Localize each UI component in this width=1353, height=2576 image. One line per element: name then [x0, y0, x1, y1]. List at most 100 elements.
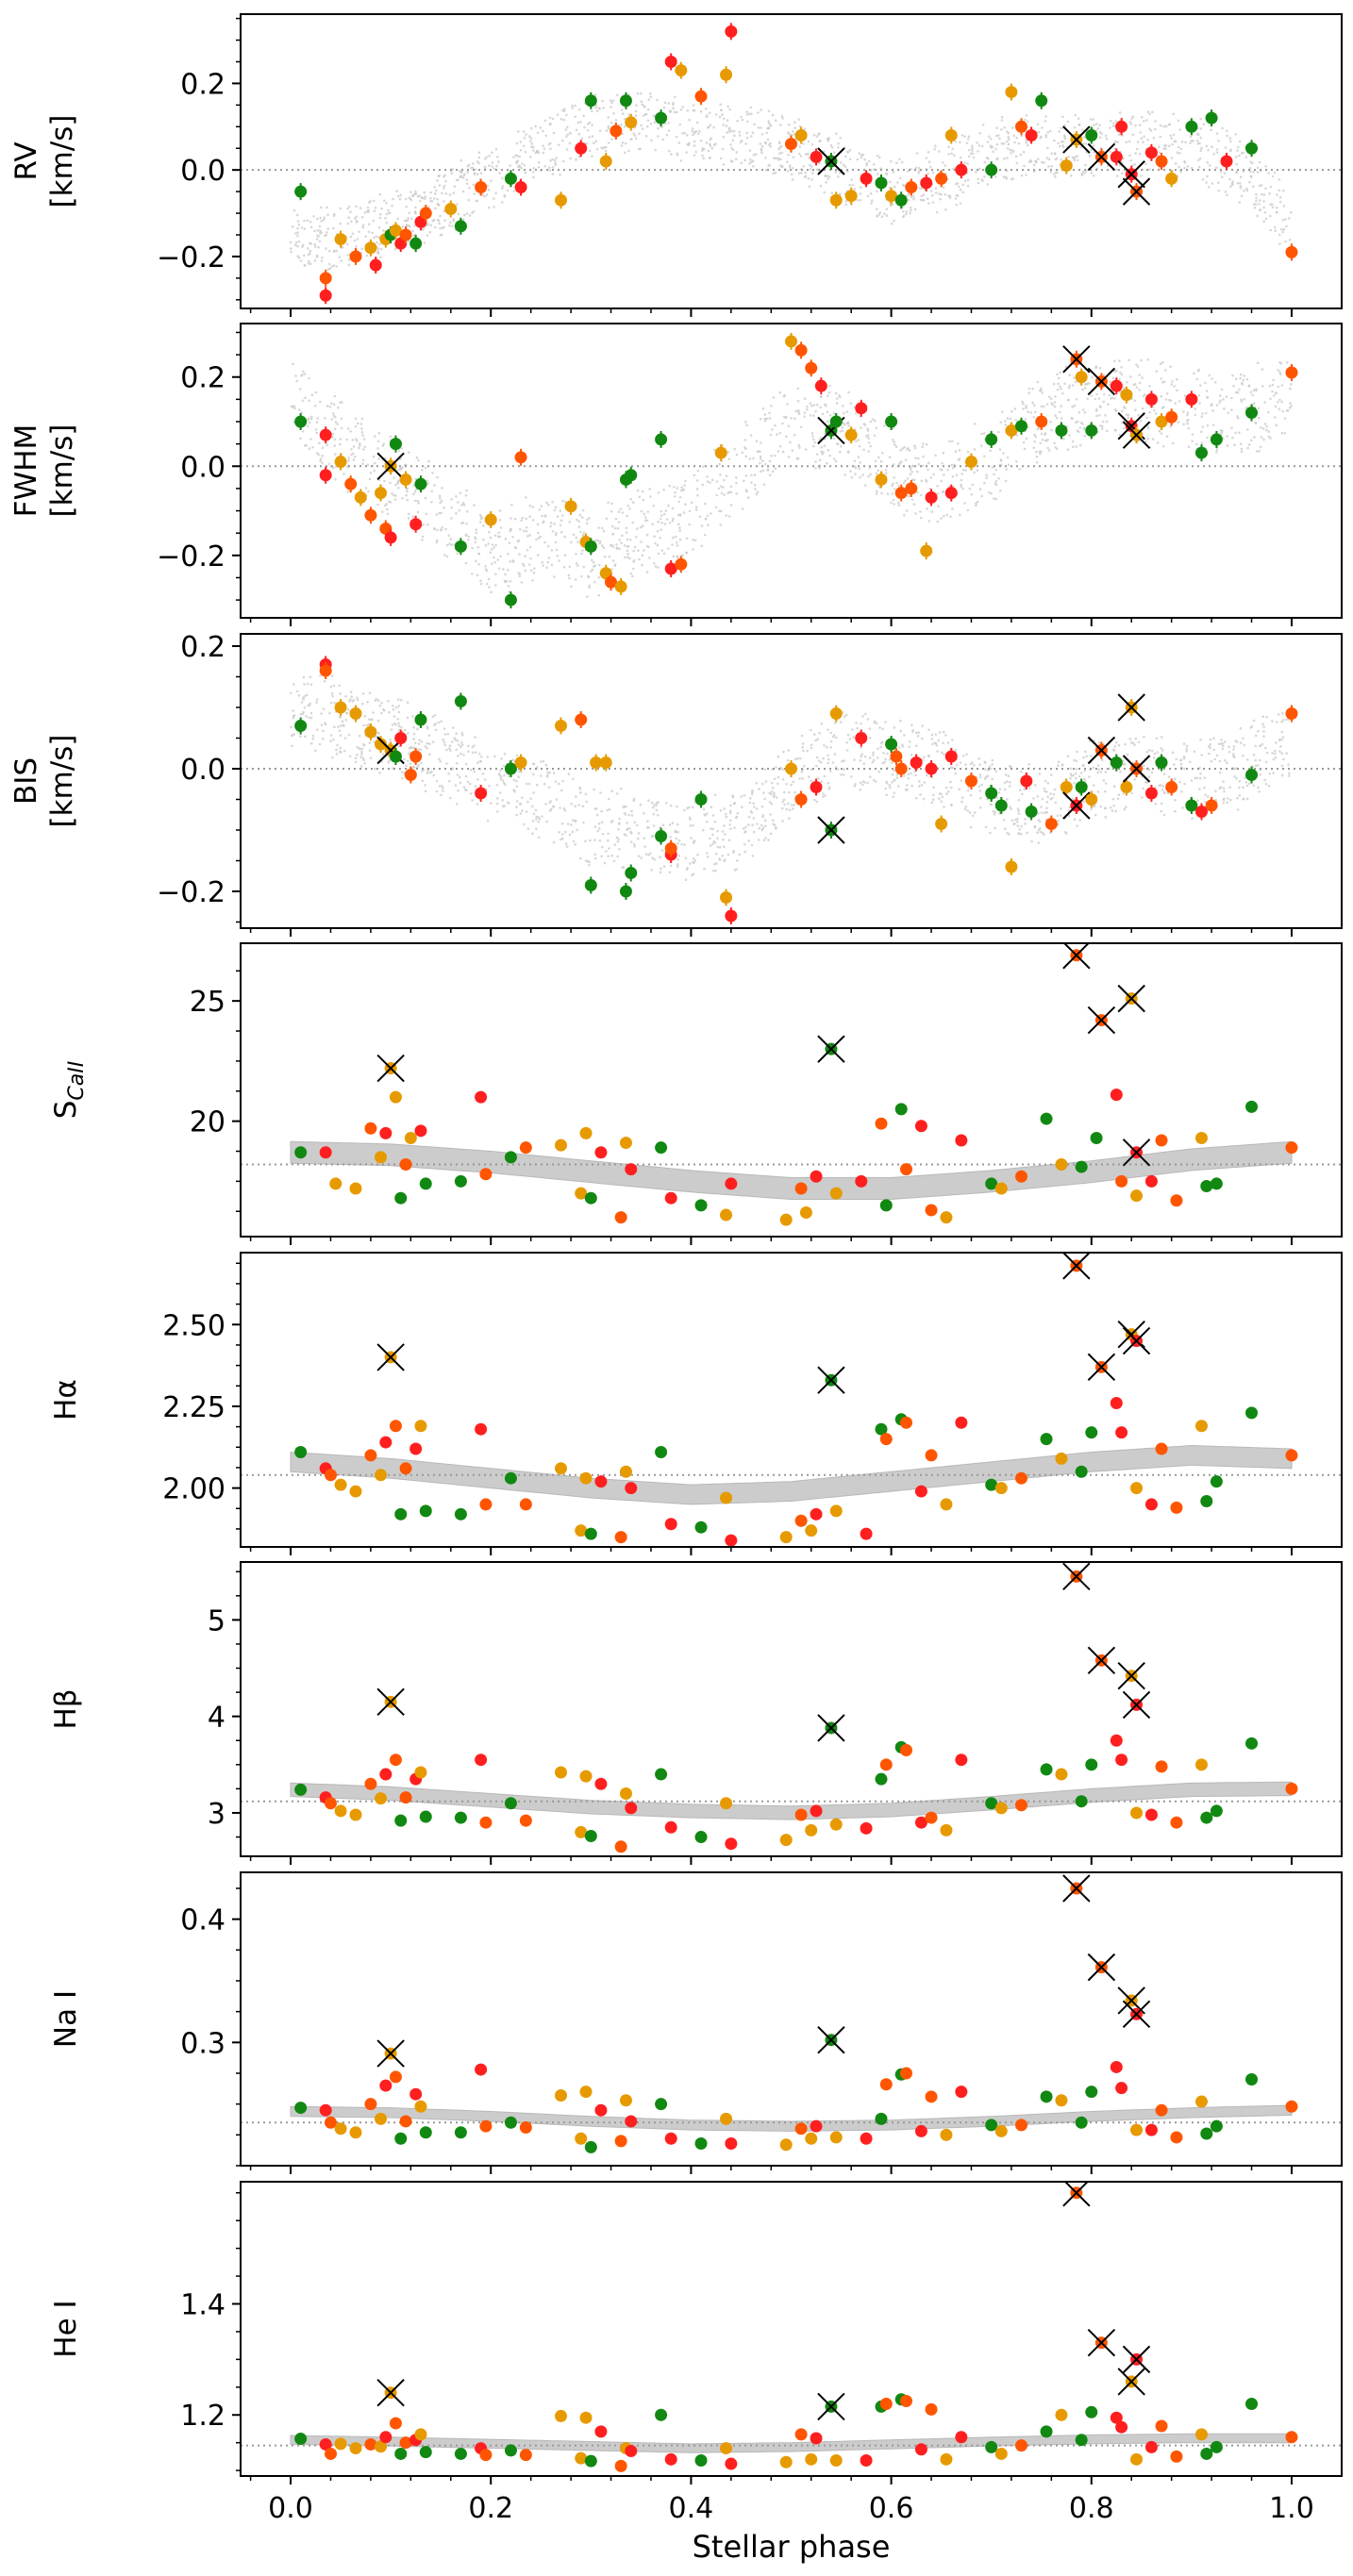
- model-sample: [752, 153, 756, 157]
- model-sample: [453, 185, 457, 188]
- model-sample: [430, 490, 434, 492]
- model-sample: [461, 501, 465, 505]
- model-sample: [1210, 128, 1212, 132]
- model-sample: [358, 446, 360, 450]
- model-sample: [864, 712, 867, 716]
- model-sample: [1223, 740, 1227, 743]
- model-sample: [941, 462, 944, 465]
- model-sample: [1072, 445, 1075, 449]
- model-sample: [1113, 745, 1117, 748]
- model-sample: [1030, 839, 1033, 843]
- model-sample: [890, 159, 893, 163]
- model-sample: [1233, 443, 1236, 447]
- model-sample: [1191, 817, 1194, 820]
- model-sample: [443, 187, 445, 190]
- data-point: [384, 531, 397, 544]
- model-sample: [374, 435, 376, 438]
- model-sample: [983, 777, 987, 780]
- model-sample: [733, 447, 736, 451]
- model-sample: [531, 820, 535, 823]
- model-sample: [973, 448, 977, 451]
- model-sample: [620, 144, 624, 147]
- model-sample: [373, 461, 376, 465]
- model-sample: [1095, 407, 1098, 411]
- model-sample: [647, 98, 650, 102]
- model-sample: [894, 488, 896, 490]
- model-sample: [683, 131, 686, 135]
- model-sample: [835, 397, 839, 400]
- model-sample: [1195, 377, 1199, 381]
- model-sample: [1056, 388, 1060, 391]
- model-sample: [1224, 758, 1227, 762]
- model-sample: [1215, 151, 1219, 154]
- model-sample: [1281, 409, 1285, 413]
- model-sample: [1094, 123, 1098, 125]
- model-sample: [829, 740, 833, 743]
- model-sample: [922, 758, 925, 762]
- model-sample: [393, 715, 396, 718]
- model-sample: [843, 411, 845, 415]
- model-sample: [680, 486, 683, 489]
- model-sample: [575, 561, 578, 565]
- model-sample: [921, 199, 924, 202]
- model-sample: [815, 453, 819, 456]
- model-sample: [1197, 394, 1200, 397]
- model-sample: [1199, 773, 1202, 775]
- model-sample: [616, 855, 619, 858]
- model-sample: [292, 208, 296, 212]
- model-sample: [676, 823, 679, 826]
- model-sample: [354, 756, 358, 759]
- model-sample: [732, 129, 736, 133]
- data-point: [1165, 410, 1178, 424]
- model-sample: [1044, 433, 1046, 437]
- model-sample: [397, 729, 401, 732]
- model-sample: [1235, 171, 1239, 174]
- model-sample: [1227, 411, 1230, 415]
- model-sample: [316, 728, 319, 731]
- model-sample: [376, 719, 380, 723]
- model-sample: [670, 153, 673, 156]
- model-sample: [1002, 141, 1006, 145]
- model-sample: [994, 479, 998, 483]
- model-sample: [788, 817, 791, 820]
- model-sample: [488, 586, 491, 589]
- model-sample: [1289, 402, 1292, 405]
- model-sample: [897, 501, 900, 505]
- model-sample: [1026, 831, 1028, 835]
- model-sample: [793, 804, 795, 806]
- model-sample: [501, 187, 504, 191]
- model-sample: [1265, 424, 1268, 428]
- model-sample: [947, 153, 950, 156]
- model-sample: [1148, 410, 1151, 414]
- model-sample: [566, 823, 570, 825]
- model-sample: [922, 455, 925, 458]
- model-sample: [465, 182, 469, 185]
- model-sample: [1215, 132, 1219, 135]
- model-sample: [719, 103, 722, 106]
- model-sample: [433, 225, 437, 229]
- model-sample: [524, 569, 527, 573]
- model-sample: [561, 779, 564, 783]
- model-sample: [497, 531, 500, 535]
- model-sample: [664, 802, 668, 805]
- model-sample: [554, 161, 557, 164]
- model-sample: [445, 748, 448, 752]
- model-sample: [367, 223, 371, 225]
- model-sample: [449, 749, 452, 752]
- model-sample: [695, 479, 699, 482]
- model-sample: [456, 203, 459, 206]
- model-sample: [1000, 119, 1004, 122]
- model-sample: [532, 167, 536, 170]
- model-sample: [703, 533, 707, 537]
- model-sample: [669, 864, 673, 868]
- model-sample: [1252, 784, 1255, 788]
- model-sample: [363, 714, 367, 718]
- model-sample: [676, 487, 678, 490]
- model-sample: [950, 804, 953, 806]
- model-sample: [413, 224, 416, 227]
- model-sample: [1146, 437, 1150, 440]
- model-sample: [1104, 414, 1107, 417]
- model-sample: [841, 759, 844, 763]
- model-sample: [750, 843, 754, 847]
- model-sample: [858, 467, 860, 471]
